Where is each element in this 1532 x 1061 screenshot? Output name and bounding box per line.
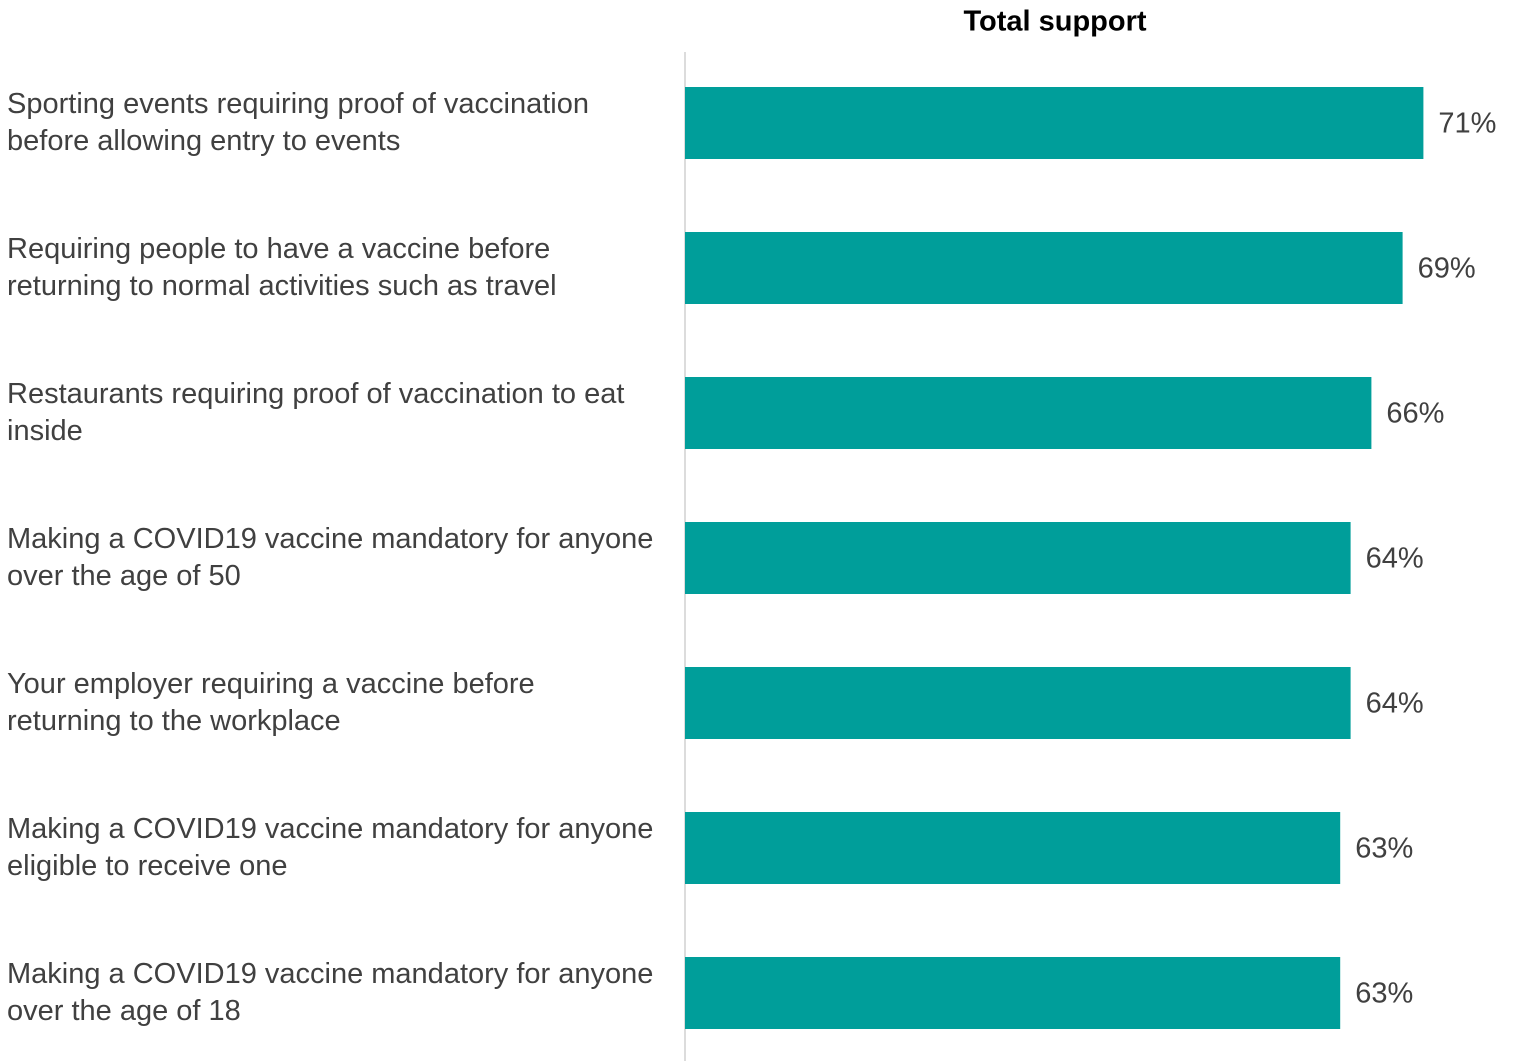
category-label: Your employer requiring a vaccine before… [7,668,535,737]
category-label: Requiring people to have a vaccine befor… [7,233,557,302]
bar [685,87,1424,159]
value-label: 63% [1355,833,1413,865]
value-label: 63% [1355,978,1413,1010]
value-label: 66% [1386,398,1444,430]
value-label: 64% [1366,688,1424,720]
bar [685,957,1341,1029]
bar [685,812,1341,884]
category-label: Making a COVID19 vaccine mandatory for a… [7,958,654,1027]
category-label: Sporting events requiring proof of vacci… [7,88,589,157]
value-label: 69% [1418,253,1476,285]
category-label: Making a COVID19 vaccine mandatory for a… [7,813,654,882]
value-label: 64% [1366,543,1424,575]
bar [685,232,1403,304]
bar [685,667,1351,739]
bar [685,377,1372,449]
bar [685,522,1351,594]
value-label: 71% [1438,108,1496,140]
category-label: Restaurants requiring proof of vaccinati… [7,378,625,447]
chart-title: Total support [963,6,1146,38]
category-label: Making a COVID19 vaccine mandatory for a… [7,523,654,592]
